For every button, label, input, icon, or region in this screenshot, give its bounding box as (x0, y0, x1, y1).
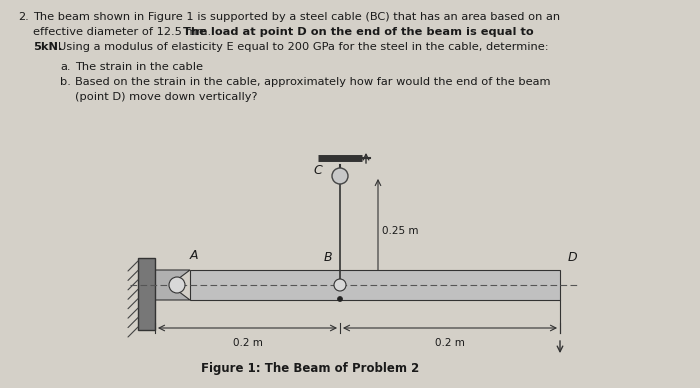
Circle shape (169, 277, 185, 293)
Text: D: D (568, 251, 578, 264)
Text: Figure 1: The Beam of Problem 2: Figure 1: The Beam of Problem 2 (201, 362, 419, 375)
Text: A: A (190, 249, 199, 262)
Text: 0.2 m: 0.2 m (435, 338, 465, 348)
Text: The strain in the cable: The strain in the cable (75, 62, 203, 72)
Circle shape (332, 168, 348, 184)
Text: 0.25 m: 0.25 m (382, 225, 419, 236)
Text: a.: a. (60, 62, 71, 72)
Text: 2.: 2. (18, 12, 29, 22)
Text: b.: b. (60, 77, 71, 87)
Circle shape (337, 296, 342, 301)
Text: Based on the strain in the cable, approximately how far would the end of the bea: Based on the strain in the cable, approx… (75, 77, 550, 87)
Text: (point D) move down vertically?: (point D) move down vertically? (75, 92, 258, 102)
Text: Using a modulus of elasticity E equal to 200 GPa for the steel in the cable, det: Using a modulus of elasticity E equal to… (58, 42, 549, 52)
Text: C: C (314, 163, 322, 177)
Text: effective diameter of 12.5 mm.: effective diameter of 12.5 mm. (33, 27, 215, 37)
Text: 5kN.: 5kN. (33, 42, 62, 52)
Bar (138, 258, 155, 330)
Text: The load at point D on the end of the beam is equal to: The load at point D on the end of the be… (183, 27, 533, 37)
Polygon shape (155, 270, 190, 300)
Text: 0.2 m: 0.2 m (232, 338, 262, 348)
Text: The beam shown in Figure 1 is supported by a steel cable (BC) that has an area b: The beam shown in Figure 1 is supported … (33, 12, 560, 22)
Text: B: B (323, 251, 332, 264)
Circle shape (334, 279, 346, 291)
Bar (190, 270, 560, 300)
